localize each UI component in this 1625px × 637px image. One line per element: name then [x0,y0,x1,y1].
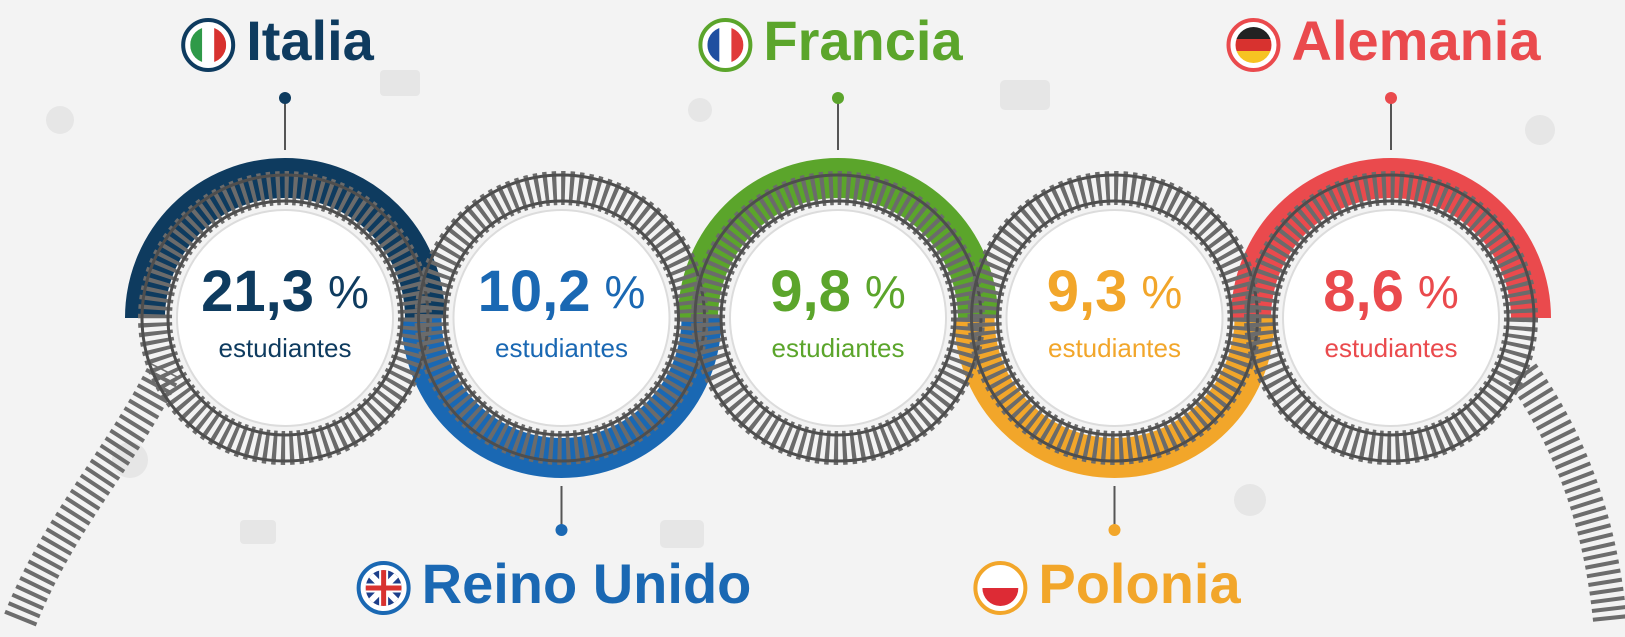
inner-circle [729,209,947,427]
flag-icon [698,18,753,72]
flag-stripe [982,570,1019,588]
rail [996,199,1233,437]
flag-icon [181,18,236,72]
country-name: Francia [763,9,963,72]
value: 10,2 [478,259,591,324]
flag-stripe [1235,39,1272,51]
flag [190,27,227,63]
rail [166,199,404,437]
caption: estudiantes [772,333,905,363]
country-name: Reino Unido [422,552,752,615]
value: 9,3 [1047,259,1128,324]
inner-circle [452,209,671,427]
rail [719,199,957,437]
background-pattern [46,70,1555,548]
track-end [4,362,181,627]
rail [1272,199,1510,437]
connector-dot [555,524,568,536]
inner-circle [1005,209,1224,427]
value: 21,3 [201,259,314,324]
flag-icon [1226,18,1281,72]
unit: % [604,266,645,318]
caption: estudiantes [219,333,352,363]
percentage: 10,2% [478,259,646,324]
flag-stripe [982,588,1019,606]
percentage: 9,8% [770,259,906,324]
flag-stripe [190,27,203,63]
value: 9,8 [770,259,851,324]
connector-dot [832,92,844,104]
country-name: Alemania [1292,9,1542,72]
flag-stripe [731,27,744,63]
flag-stripe [202,27,215,63]
flag-icon [973,561,1028,615]
flag [982,570,1019,606]
flag-stripe [1235,27,1272,39]
value: 8,6 [1323,259,1404,324]
flag-stripe [1235,51,1272,63]
inner-circle [1282,209,1500,427]
track-ties [1244,171,1538,465]
flag [365,570,402,606]
track-end [1506,360,1625,622]
country-name: Italia [246,9,374,72]
connector-dot [279,92,291,104]
flag-stripe [214,27,227,63]
unit: % [865,266,906,318]
percentage: 21,3% [201,259,369,324]
connector-dot [1108,524,1121,536]
unit: % [1418,266,1459,318]
flag [1235,27,1272,63]
percentage: 8,6% [1323,259,1459,324]
caption: estudiantes [495,333,628,363]
unit: % [1141,266,1182,318]
percentage: 9,3% [1047,259,1183,324]
flag-stripe [719,27,732,63]
rail [443,199,680,437]
flag-stripe [707,27,720,63]
caption: estudiantes [1325,333,1458,363]
flag [707,27,744,63]
connector-dot [1385,92,1397,104]
flag-cross [365,570,402,606]
unit: % [328,266,369,318]
flag-icon [356,561,411,615]
caption: estudiantes [1048,333,1181,363]
rail [1246,173,1536,463]
country-name: Polonia [1038,552,1241,615]
inner-circle [176,209,394,427]
